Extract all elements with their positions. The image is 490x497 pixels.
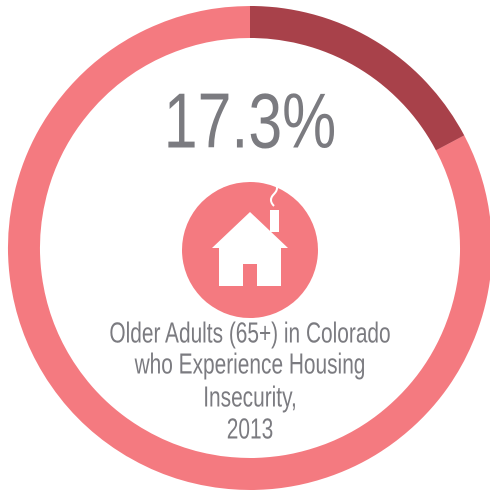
- caption-line: 2013: [227, 413, 273, 445]
- house-icon: [182, 181, 318, 318]
- donut-segment: [249, 6, 465, 151]
- caption-line: who Experience Housing: [134, 348, 366, 380]
- caption-line: Older Adults (65+) in Colorado: [109, 317, 390, 349]
- donut-remainder: [8, 6, 490, 490]
- caption-line: Insecurity,: [203, 381, 297, 413]
- value-label: 17.3%: [164, 77, 336, 164]
